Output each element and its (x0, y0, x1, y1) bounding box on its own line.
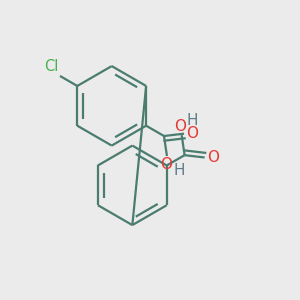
Text: O: O (207, 150, 219, 165)
Text: Cl: Cl (44, 59, 59, 74)
Text: H: H (173, 163, 185, 178)
Text: O: O (186, 126, 198, 141)
Text: H: H (187, 113, 199, 128)
Text: O: O (160, 157, 172, 172)
Text: O: O (174, 119, 186, 134)
